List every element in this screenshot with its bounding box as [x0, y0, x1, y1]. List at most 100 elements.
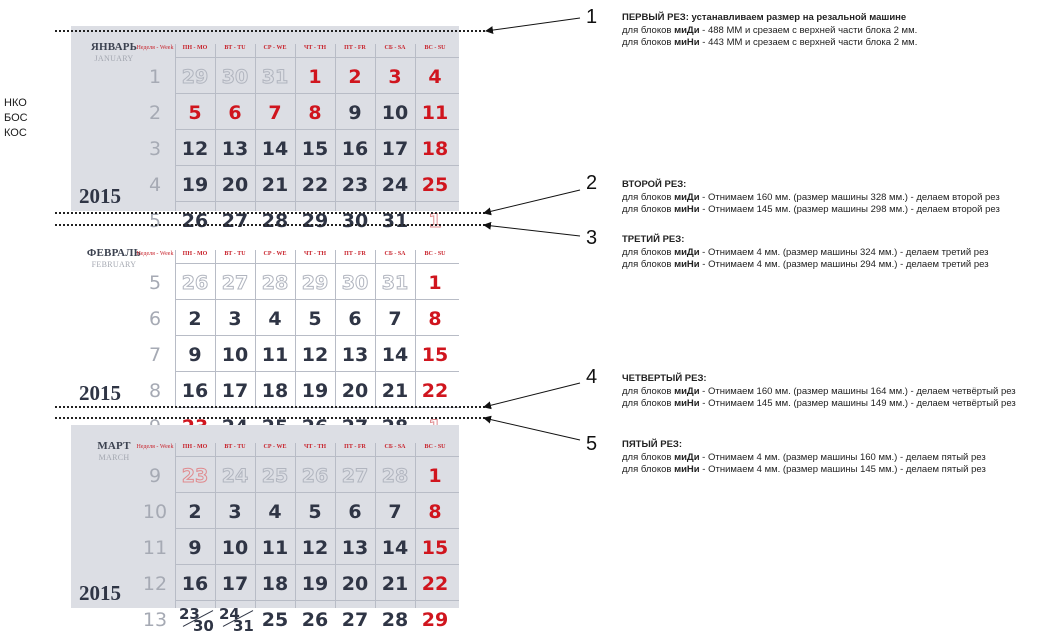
grid-hline: [175, 564, 459, 565]
grid-vline: [415, 250, 416, 408]
day-cell: 29: [181, 66, 209, 89]
day-cell: 5: [188, 102, 202, 124]
side-label: НКО: [4, 97, 27, 109]
grid-vline: [295, 250, 296, 408]
month-block-january: ЯНВАРЬ JANUARY 2015 Неделя - Week ПН - MO…: [71, 26, 459, 233]
weekday-header: СР - WE: [263, 251, 287, 257]
grid-vline: [375, 44, 376, 211]
cut-number-2: 2: [586, 172, 598, 194]
day-cell: 17: [221, 573, 249, 595]
grid-hline: [175, 263, 459, 264]
weekday-header: ПН - MO: [182, 444, 208, 450]
cut-title: ТРЕТИЙ РЕЗ:: [622, 234, 685, 245]
day-cell: 4: [268, 501, 282, 523]
day-cell: 9: [188, 344, 202, 366]
grid-vline: [415, 44, 416, 211]
cut-title: ЧЕТВЕРТЫЙ РЕЗ:: [622, 373, 707, 384]
day-cell: 9: [188, 537, 202, 559]
weekday-header: ПТ - FR: [344, 444, 366, 450]
day-cell: 17: [221, 380, 249, 402]
cut-line-3: [55, 224, 485, 226]
day-cell: 19: [301, 573, 329, 595]
side-label: БОС: [4, 112, 28, 124]
week-number: 7: [148, 344, 162, 366]
day-cell: 24: [221, 465, 249, 488]
cut-line-text: для блоков миНи - Отнимаем 145 мм. (разм…: [622, 204, 1000, 215]
day-cell: 29: [301, 210, 329, 232]
day-cell: 25: [261, 465, 289, 488]
week-number: 3: [148, 138, 162, 160]
day-cell: 27: [341, 465, 369, 488]
weekday-header: ПН - MO: [182, 45, 208, 51]
cut-title: ПЯТЫЙ РЕЗ:: [622, 439, 683, 450]
month-name-en: MARCH: [98, 453, 130, 462]
day-cell: 22: [421, 573, 449, 595]
grid-vline: [215, 443, 216, 608]
grid-hline: [175, 129, 459, 130]
day-cell: 19: [181, 174, 209, 196]
weekday-header: ПТ - FR: [344, 45, 366, 51]
day-cell: 8: [428, 501, 442, 523]
day-cell: 16: [181, 573, 209, 595]
grid-vline: [295, 443, 296, 608]
day-cell: 11: [261, 537, 289, 559]
arrow-2: [483, 189, 581, 216]
month-name-en: FEBRUARY: [91, 260, 137, 269]
day-cell: 30: [221, 66, 249, 89]
day-cell: 5: [308, 501, 322, 523]
month-year: 2015: [79, 581, 121, 605]
day-cell: 14: [381, 344, 409, 366]
cut-arrows: [483, 17, 581, 441]
day-cell: 30: [341, 272, 369, 295]
week-number: 5: [148, 272, 162, 294]
weekday-header: ПН - MO: [182, 251, 208, 257]
cut-line-5: [55, 417, 485, 419]
day-cell: 8: [308, 102, 322, 124]
day-cell: 28: [261, 272, 289, 295]
day-cell: 1: [428, 272, 442, 294]
day-cell: 24: [381, 174, 409, 196]
cut-number-4: 4: [586, 366, 598, 388]
day-cell: 22: [301, 174, 329, 196]
grid-vline: [375, 443, 376, 608]
day-cell: 2: [188, 501, 202, 523]
day-cell: 1: [428, 210, 442, 233]
weekday-header: СР - WE: [263, 45, 287, 51]
day-cell: 19: [301, 380, 329, 402]
grid-hline: [175, 299, 459, 300]
day-cell: 11: [261, 344, 289, 366]
month-block-february: ФЕВРАЛЬ FEBRUARY 2015 Неделя - Week ПН - …: [71, 232, 459, 439]
grid-vline: [175, 44, 176, 211]
cut-line-text: для блоков миНи - Отнимаем 4 мм. (размер…: [622, 464, 986, 475]
weekday-header: ВС - SU: [424, 444, 446, 450]
day-cell: 23: [181, 465, 209, 488]
month-name: ФЕВРАЛЬ: [86, 247, 142, 259]
grid-hline: [175, 371, 459, 372]
cut-line-1: [55, 30, 485, 32]
day-cell: 6: [348, 308, 362, 330]
day-cell: 11: [421, 102, 449, 124]
side-label: КОС: [4, 127, 27, 139]
weekday-header: ЧТ - TH: [303, 444, 327, 450]
day-cell: 12: [301, 344, 329, 366]
day-cell: 20: [221, 174, 249, 196]
day-cell: 22: [421, 380, 449, 402]
weekday-header: ЧТ - TH: [303, 45, 327, 51]
day-cell: 28: [261, 210, 289, 232]
week-number: 8: [148, 380, 162, 402]
day-cell: 9: [348, 102, 362, 124]
arrow-1: [485, 17, 581, 35]
week-header: Неделя - Week: [136, 444, 174, 450]
cut-number-5: 5: [586, 433, 598, 455]
week-number: 11: [142, 537, 168, 559]
day-cell: 2: [188, 308, 202, 330]
arrow-4: [483, 382, 581, 410]
grid-hline: [175, 201, 459, 202]
day-cell: 27: [221, 272, 249, 295]
day-cell: 6: [348, 501, 362, 523]
day-cell: 26: [181, 272, 209, 295]
cut-line-text: для блоков миНи - Отнимаем 145 мм. (разм…: [622, 398, 1016, 409]
grid-vline: [215, 44, 216, 211]
grid-hline: [175, 57, 459, 58]
day-cell: 13: [341, 537, 369, 559]
